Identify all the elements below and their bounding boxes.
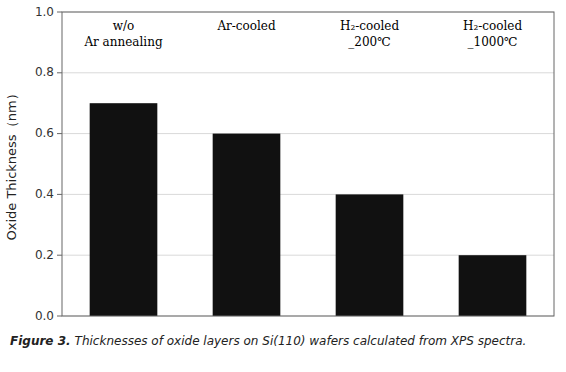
y-tick: [57, 12, 62, 13]
y-axis-label: Oxide Thickness（nm）: [4, 87, 19, 240]
y-tick-label: 1.0: [35, 5, 54, 19]
category-label: H₂-cooled _200℃: [340, 19, 399, 49]
category-label-line: _1000℃: [468, 35, 518, 49]
plot-frame: [62, 12, 554, 316]
category-label: H₂-cooled _1000℃: [463, 19, 522, 49]
grid-line: [62, 72, 554, 73]
bar: [459, 255, 527, 316]
category-label-line: w/o: [113, 19, 135, 33]
caption-text: Thicknesses of oxide layers on Si(110) w…: [75, 334, 527, 348]
category-label-line: H₂-cooled: [340, 19, 399, 33]
y-tick: [57, 72, 62, 73]
bar: [213, 134, 281, 316]
chart: 0.0 0.2 0.4 0.6 0.8 1.0 w/o Ar annealing Ar-cool…: [0, 0, 566, 330]
category-label-line: Ar annealing: [83, 35, 162, 49]
category-label-line: Ar-cooled: [216, 19, 276, 33]
category-label-line: H₂-cooled: [463, 19, 522, 33]
bars: [90, 103, 527, 316]
y-tick: [57, 316, 62, 317]
y-tick: [57, 255, 62, 256]
category-label-line: _200℃: [348, 35, 390, 49]
bar: [336, 194, 404, 316]
bar: [90, 103, 158, 316]
y-tick-label: 0.0: [35, 309, 54, 323]
y-tick: [57, 133, 62, 134]
category-label: Ar-cooled: [216, 19, 276, 33]
caption-label: Figure 3.: [10, 334, 71, 348]
y-tick-label: 0.6: [35, 126, 54, 140]
y-tick-label: 0.4: [35, 187, 54, 201]
y-tick: [57, 194, 62, 195]
y-tick-label: 0.8: [35, 65, 54, 79]
y-tick-label: 0.2: [35, 248, 54, 262]
caption: Figure 3. Thicknesses of oxide layers on …: [0, 330, 566, 352]
category-label: w/o Ar annealing: [83, 19, 162, 49]
